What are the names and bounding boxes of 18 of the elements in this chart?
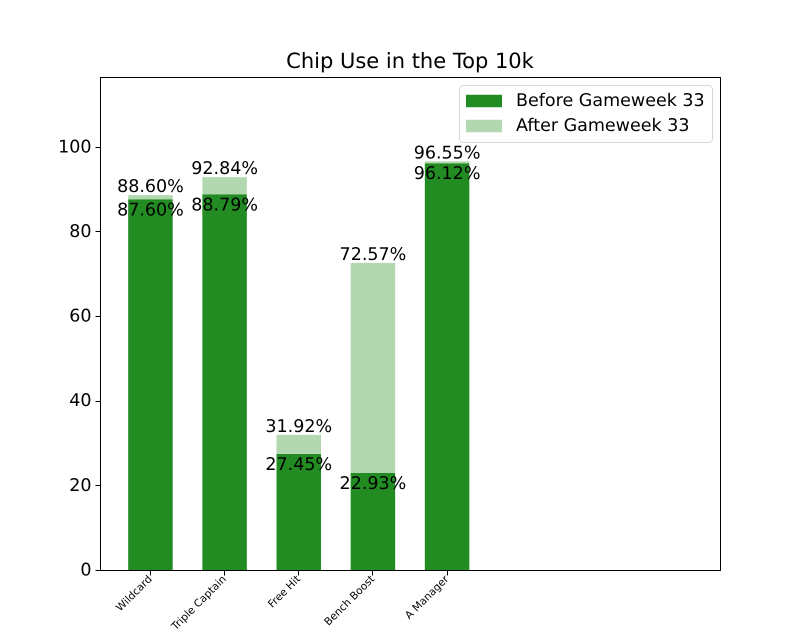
chart-title: Chip Use in the Top 10k bbox=[286, 49, 535, 73]
total-label: 92.84% bbox=[191, 159, 258, 180]
y-tick-label: 100 bbox=[58, 137, 92, 158]
total-label: 31.92% bbox=[265, 416, 332, 437]
y-tick-label: 60 bbox=[69, 306, 92, 327]
total-label: 72.57% bbox=[340, 244, 406, 265]
y-tick-label: 20 bbox=[69, 476, 92, 496]
bar bbox=[202, 177, 247, 194]
y-tick-label: 80 bbox=[69, 222, 92, 242]
bar bbox=[350, 262, 396, 473]
legend-label: Before Gameweek 33 bbox=[516, 91, 705, 111]
bar bbox=[276, 434, 322, 454]
total-label: 88.60% bbox=[117, 177, 184, 198]
y-tick-label: 0 bbox=[80, 560, 92, 580]
total-label: 96.55% bbox=[414, 143, 480, 164]
bar bbox=[128, 195, 173, 200]
legend-label: After Gameweek 33 bbox=[516, 116, 690, 136]
y-tick-label: 40 bbox=[69, 391, 92, 412]
